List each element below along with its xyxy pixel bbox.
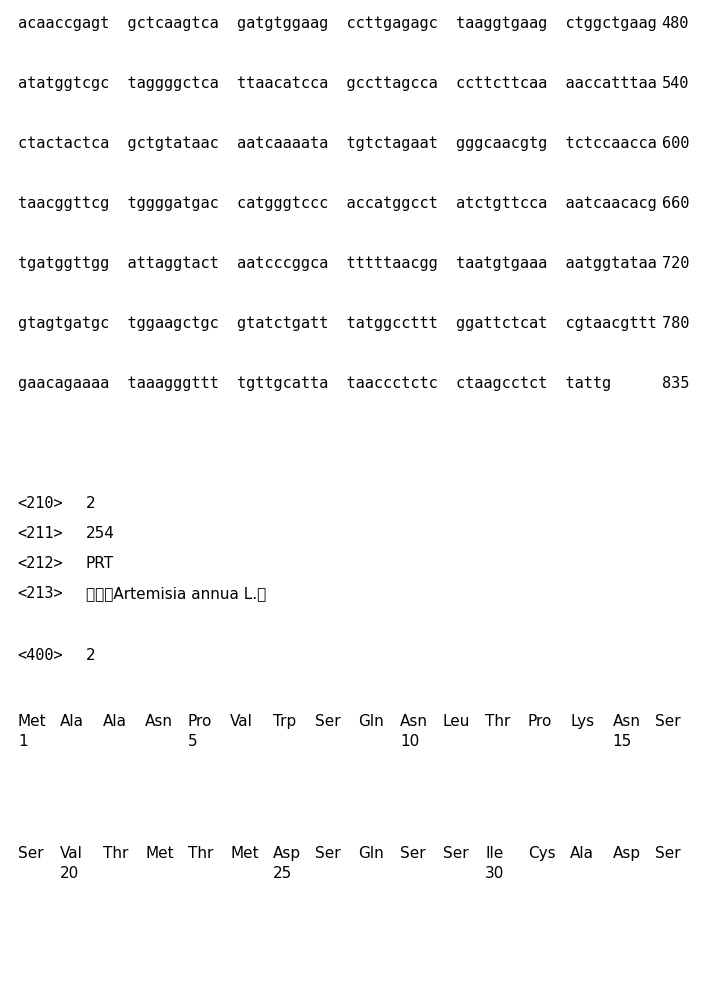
Text: 254: 254: [86, 526, 114, 541]
Text: Asn: Asn: [145, 714, 174, 729]
Text: Ser: Ser: [443, 846, 468, 861]
Text: 5: 5: [188, 734, 197, 749]
Text: 20: 20: [60, 866, 79, 881]
Text: 1: 1: [18, 734, 27, 749]
Text: Ser: Ser: [18, 846, 44, 861]
Text: 2: 2: [86, 496, 95, 511]
Text: Val: Val: [230, 714, 253, 729]
Text: Trp: Trp: [273, 714, 296, 729]
Text: Asp: Asp: [613, 846, 640, 861]
Text: Gln: Gln: [358, 846, 383, 861]
Text: 660: 660: [662, 196, 689, 211]
Text: Met: Met: [230, 846, 259, 861]
Text: gaacagaaaa  taaagggttt  tgttgcatta  taaccctctc  ctaagcctct  tattg: gaacagaaaa taaagggttt tgttgcatta taaccct…: [18, 376, 611, 391]
Text: 2: 2: [86, 648, 95, 663]
Text: Pro: Pro: [528, 714, 552, 729]
Text: 青蒿（Artemisia annua L.）: 青蒿（Artemisia annua L.）: [86, 586, 266, 601]
Text: Ser: Ser: [316, 846, 341, 861]
Text: Thr: Thr: [188, 846, 213, 861]
Text: Asn: Asn: [613, 714, 640, 729]
Text: PRT: PRT: [86, 556, 114, 571]
Text: gtagtgatgc  tggaagctgc  gtatctgatt  tatggccttt  ggattctcat  cgtaacgttt: gtagtgatgc tggaagctgc gtatctgatt tatggcc…: [18, 316, 657, 331]
Text: Thr: Thr: [486, 714, 511, 729]
Text: Gln: Gln: [358, 714, 383, 729]
Text: 25: 25: [273, 866, 292, 881]
Text: Ala: Ala: [103, 714, 127, 729]
Text: Thr: Thr: [103, 846, 129, 861]
Text: tgatggttgg  attaggtact  aatcccggca  tttttaacgg  taatgtgaaa  aatggtataa: tgatggttgg attaggtact aatcccggca tttttaa…: [18, 256, 657, 271]
Text: Cys: Cys: [528, 846, 555, 861]
Text: Ala: Ala: [570, 846, 594, 861]
Text: Val: Val: [60, 846, 84, 861]
Text: <400>: <400>: [18, 648, 64, 663]
Text: 480: 480: [662, 16, 689, 31]
Text: ctactactca  gctgtataac  aatcaaaata  tgtctagaat  gggcaacgtg  tctccaacca: ctactactca gctgtataac aatcaaaata tgtctag…: [18, 136, 657, 151]
Text: Asn: Asn: [400, 714, 428, 729]
Text: 600: 600: [662, 136, 689, 151]
Text: Ser: Ser: [655, 846, 680, 861]
Text: <212>: <212>: [18, 556, 64, 571]
Text: <211>: <211>: [18, 526, 64, 541]
Text: acaaccgagt  gctcaagtca  gatgtggaag  ccttgagagc  taaggtgaag  ctggctgaag: acaaccgagt gctcaagtca gatgtggaag ccttgag…: [18, 16, 657, 31]
Text: Asp: Asp: [273, 846, 301, 861]
Text: Met: Met: [145, 846, 174, 861]
Text: Ser: Ser: [655, 714, 680, 729]
Text: Ser: Ser: [316, 714, 341, 729]
Text: 540: 540: [662, 76, 689, 91]
Text: Pro: Pro: [188, 714, 212, 729]
Text: Ser: Ser: [400, 846, 426, 861]
Text: 720: 720: [662, 256, 689, 271]
Text: <210>: <210>: [18, 496, 64, 511]
Text: Leu: Leu: [443, 714, 470, 729]
Text: Lys: Lys: [570, 714, 594, 729]
Text: <213>: <213>: [18, 586, 64, 601]
Text: 10: 10: [400, 734, 419, 749]
Text: Met: Met: [18, 714, 46, 729]
Text: 835: 835: [662, 376, 689, 391]
Text: Ile: Ile: [486, 846, 503, 861]
Text: atatggtcgc  taggggctca  ttaacatcca  gccttagcca  ccttcttcaa  aaccatttaa: atatggtcgc taggggctca ttaacatcca gccttag…: [18, 76, 657, 91]
Text: 30: 30: [486, 866, 505, 881]
Text: 15: 15: [613, 734, 632, 749]
Text: Ala: Ala: [60, 714, 84, 729]
Text: 780: 780: [662, 316, 689, 331]
Text: taacggttcg  tggggatgac  catgggtccc  accatggcct  atctgttcca  aatcaacacg: taacggttcg tggggatgac catgggtccc accatgg…: [18, 196, 657, 211]
